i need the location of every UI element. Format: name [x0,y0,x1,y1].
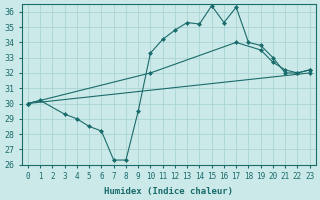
X-axis label: Humidex (Indice chaleur): Humidex (Indice chaleur) [104,187,233,196]
